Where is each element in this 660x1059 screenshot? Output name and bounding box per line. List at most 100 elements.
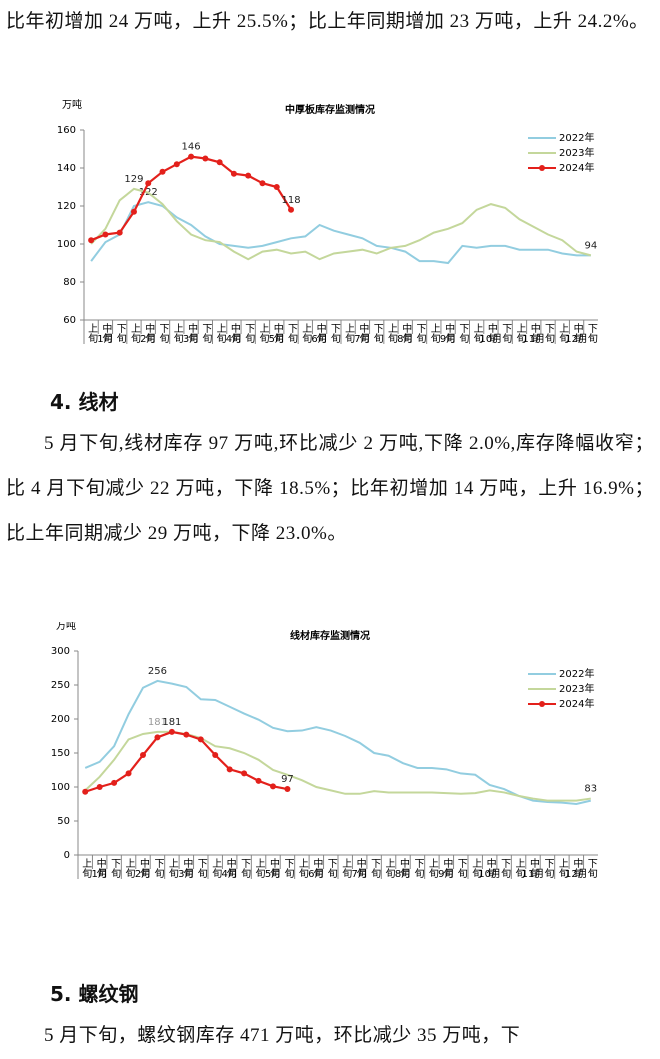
x-tick-label: 下旬 — [325, 858, 337, 879]
y-axis-label: 万吨 — [62, 98, 82, 111]
x-tick-label: 上旬 — [557, 323, 569, 344]
x-tick-label: 上旬 — [214, 323, 226, 344]
month-label: 2月 — [135, 868, 151, 880]
paragraph: 比年初增加 24 万吨，上升 25.5%；比上年同期增加 23 万吨，上升 24… — [6, 11, 649, 32]
data-point — [96, 784, 103, 790]
month-label: 8月 — [395, 868, 411, 880]
data-point — [245, 172, 252, 179]
chart: 中厚板库存监测情况万吨6080100120140160上旬 中旬 下旬 上旬 中旬 下旬上… — [57, 98, 598, 345]
data-point — [111, 779, 118, 786]
y-tick-label: 50 — [57, 816, 70, 827]
series-line — [84, 679, 592, 806]
month-label: 9月 — [440, 333, 456, 345]
legend-marker — [539, 701, 545, 707]
x-tick-label: 上旬 — [340, 858, 352, 879]
x-tick-label: 中旬 — [443, 322, 455, 344]
x-tick-label: 上旬 — [514, 323, 526, 344]
x-tick-label: 上旬 — [426, 858, 438, 879]
data-point — [273, 184, 280, 190]
x-tick-label: 下旬 — [585, 323, 597, 344]
x-tick-label: 上旬 — [171, 323, 183, 344]
x-tick-label: 下旬 — [243, 323, 255, 344]
x-tick-label: 上旬 — [471, 323, 483, 344]
x-tick-label: 中旬 — [94, 857, 106, 879]
y-tick-label: 80 — [63, 277, 76, 288]
month-label: 10月 — [480, 333, 503, 345]
month-label: 10月 — [478, 868, 501, 880]
y-tick-label: 160 — [57, 125, 76, 136]
x-tick-label: 中旬 — [228, 322, 240, 344]
data-label: 118 — [281, 195, 300, 206]
month-label: 7月 — [351, 868, 367, 880]
data-point — [226, 766, 233, 773]
data-point — [197, 736, 204, 743]
x-tick-label: 中旬 — [441, 857, 453, 879]
month-label: 1月 — [91, 868, 107, 880]
x-tick-label: 下旬 — [157, 323, 169, 344]
x-tick-label: 下旬 — [542, 858, 554, 879]
month-label: 3月 — [183, 333, 199, 345]
x-tick-label: 中旬 — [143, 322, 155, 344]
month-label: 4月 — [221, 868, 237, 880]
y-tick-label: 140 — [57, 163, 76, 174]
x-tick-label: 中旬 — [528, 857, 540, 879]
x-tick-label: 上旬 — [296, 858, 308, 879]
data-point — [288, 206, 295, 213]
data-point — [116, 229, 123, 236]
x-tick-label: 上旬 — [428, 323, 440, 344]
x-tick-label: 下旬 — [585, 858, 597, 879]
month-label: 9月 — [438, 868, 454, 880]
y-tick-label: 120 — [57, 201, 76, 212]
x-tick-label: 中旬 — [398, 857, 410, 879]
data-point — [230, 170, 237, 177]
x-tick-label: 下旬 — [412, 858, 424, 879]
heading: 5. 螺纹钢 — [50, 982, 139, 1006]
data-point — [202, 155, 209, 162]
y-axis-label: 万吨 — [56, 622, 76, 632]
x-tick-label: 中旬 — [271, 322, 283, 344]
x-tick-label: 中旬 — [100, 322, 112, 344]
data-point — [159, 168, 166, 175]
x-tick-label: 上旬 — [253, 858, 265, 879]
month-label: 8月 — [397, 333, 413, 345]
legend-label: 2023年 — [559, 146, 594, 159]
x-tick-label: 上旬 — [123, 858, 135, 879]
legend-label: 2024年 — [559, 161, 594, 174]
data-point — [241, 770, 248, 777]
x-tick-label: 上旬 — [80, 858, 92, 879]
legend-label: 2022年 — [559, 667, 594, 680]
data-label: 129 — [124, 174, 143, 185]
x-tick-label: 上旬 — [385, 323, 397, 344]
y-tick-label: 0 — [64, 850, 70, 861]
month-label: 11月 — [522, 868, 545, 880]
x-tick-label: 中旬 — [571, 322, 583, 344]
month-label: 6月 — [311, 333, 327, 345]
month-label: 12月 — [565, 868, 588, 880]
y-tick-label: 60 — [63, 315, 76, 326]
x-tick-label: 中旬 — [268, 857, 280, 879]
data-point — [140, 752, 146, 759]
y-tick-label: 100 — [57, 239, 76, 250]
x-tick-label: 下旬 — [371, 323, 383, 344]
x-tick-label: 下旬 — [457, 323, 469, 344]
x-tick-label: 上旬 — [257, 323, 269, 344]
data-point — [173, 161, 180, 168]
x-tick-label: 上旬 — [86, 323, 98, 344]
month-label: 4月 — [226, 333, 242, 345]
x-tick-label: 上旬 — [128, 323, 140, 344]
x-tick-label: 上旬 — [210, 858, 222, 879]
legend-label: 2023年 — [559, 682, 594, 695]
data-point — [168, 728, 175, 735]
chart-title: 中厚板库存监测情况 — [285, 103, 375, 116]
x-tick-label: 下旬 — [282, 858, 294, 879]
x-tick-label: 中旬 — [528, 322, 540, 344]
x-tick-label: 中旬 — [357, 322, 369, 344]
y-tick-label: 100 — [51, 782, 70, 793]
data-point — [125, 770, 132, 777]
month-label: 1月 — [97, 333, 113, 345]
x-tick-label: 上旬 — [470, 858, 482, 879]
x-tick-label: 中旬 — [311, 857, 323, 879]
legend-label: 2022年 — [559, 131, 594, 144]
